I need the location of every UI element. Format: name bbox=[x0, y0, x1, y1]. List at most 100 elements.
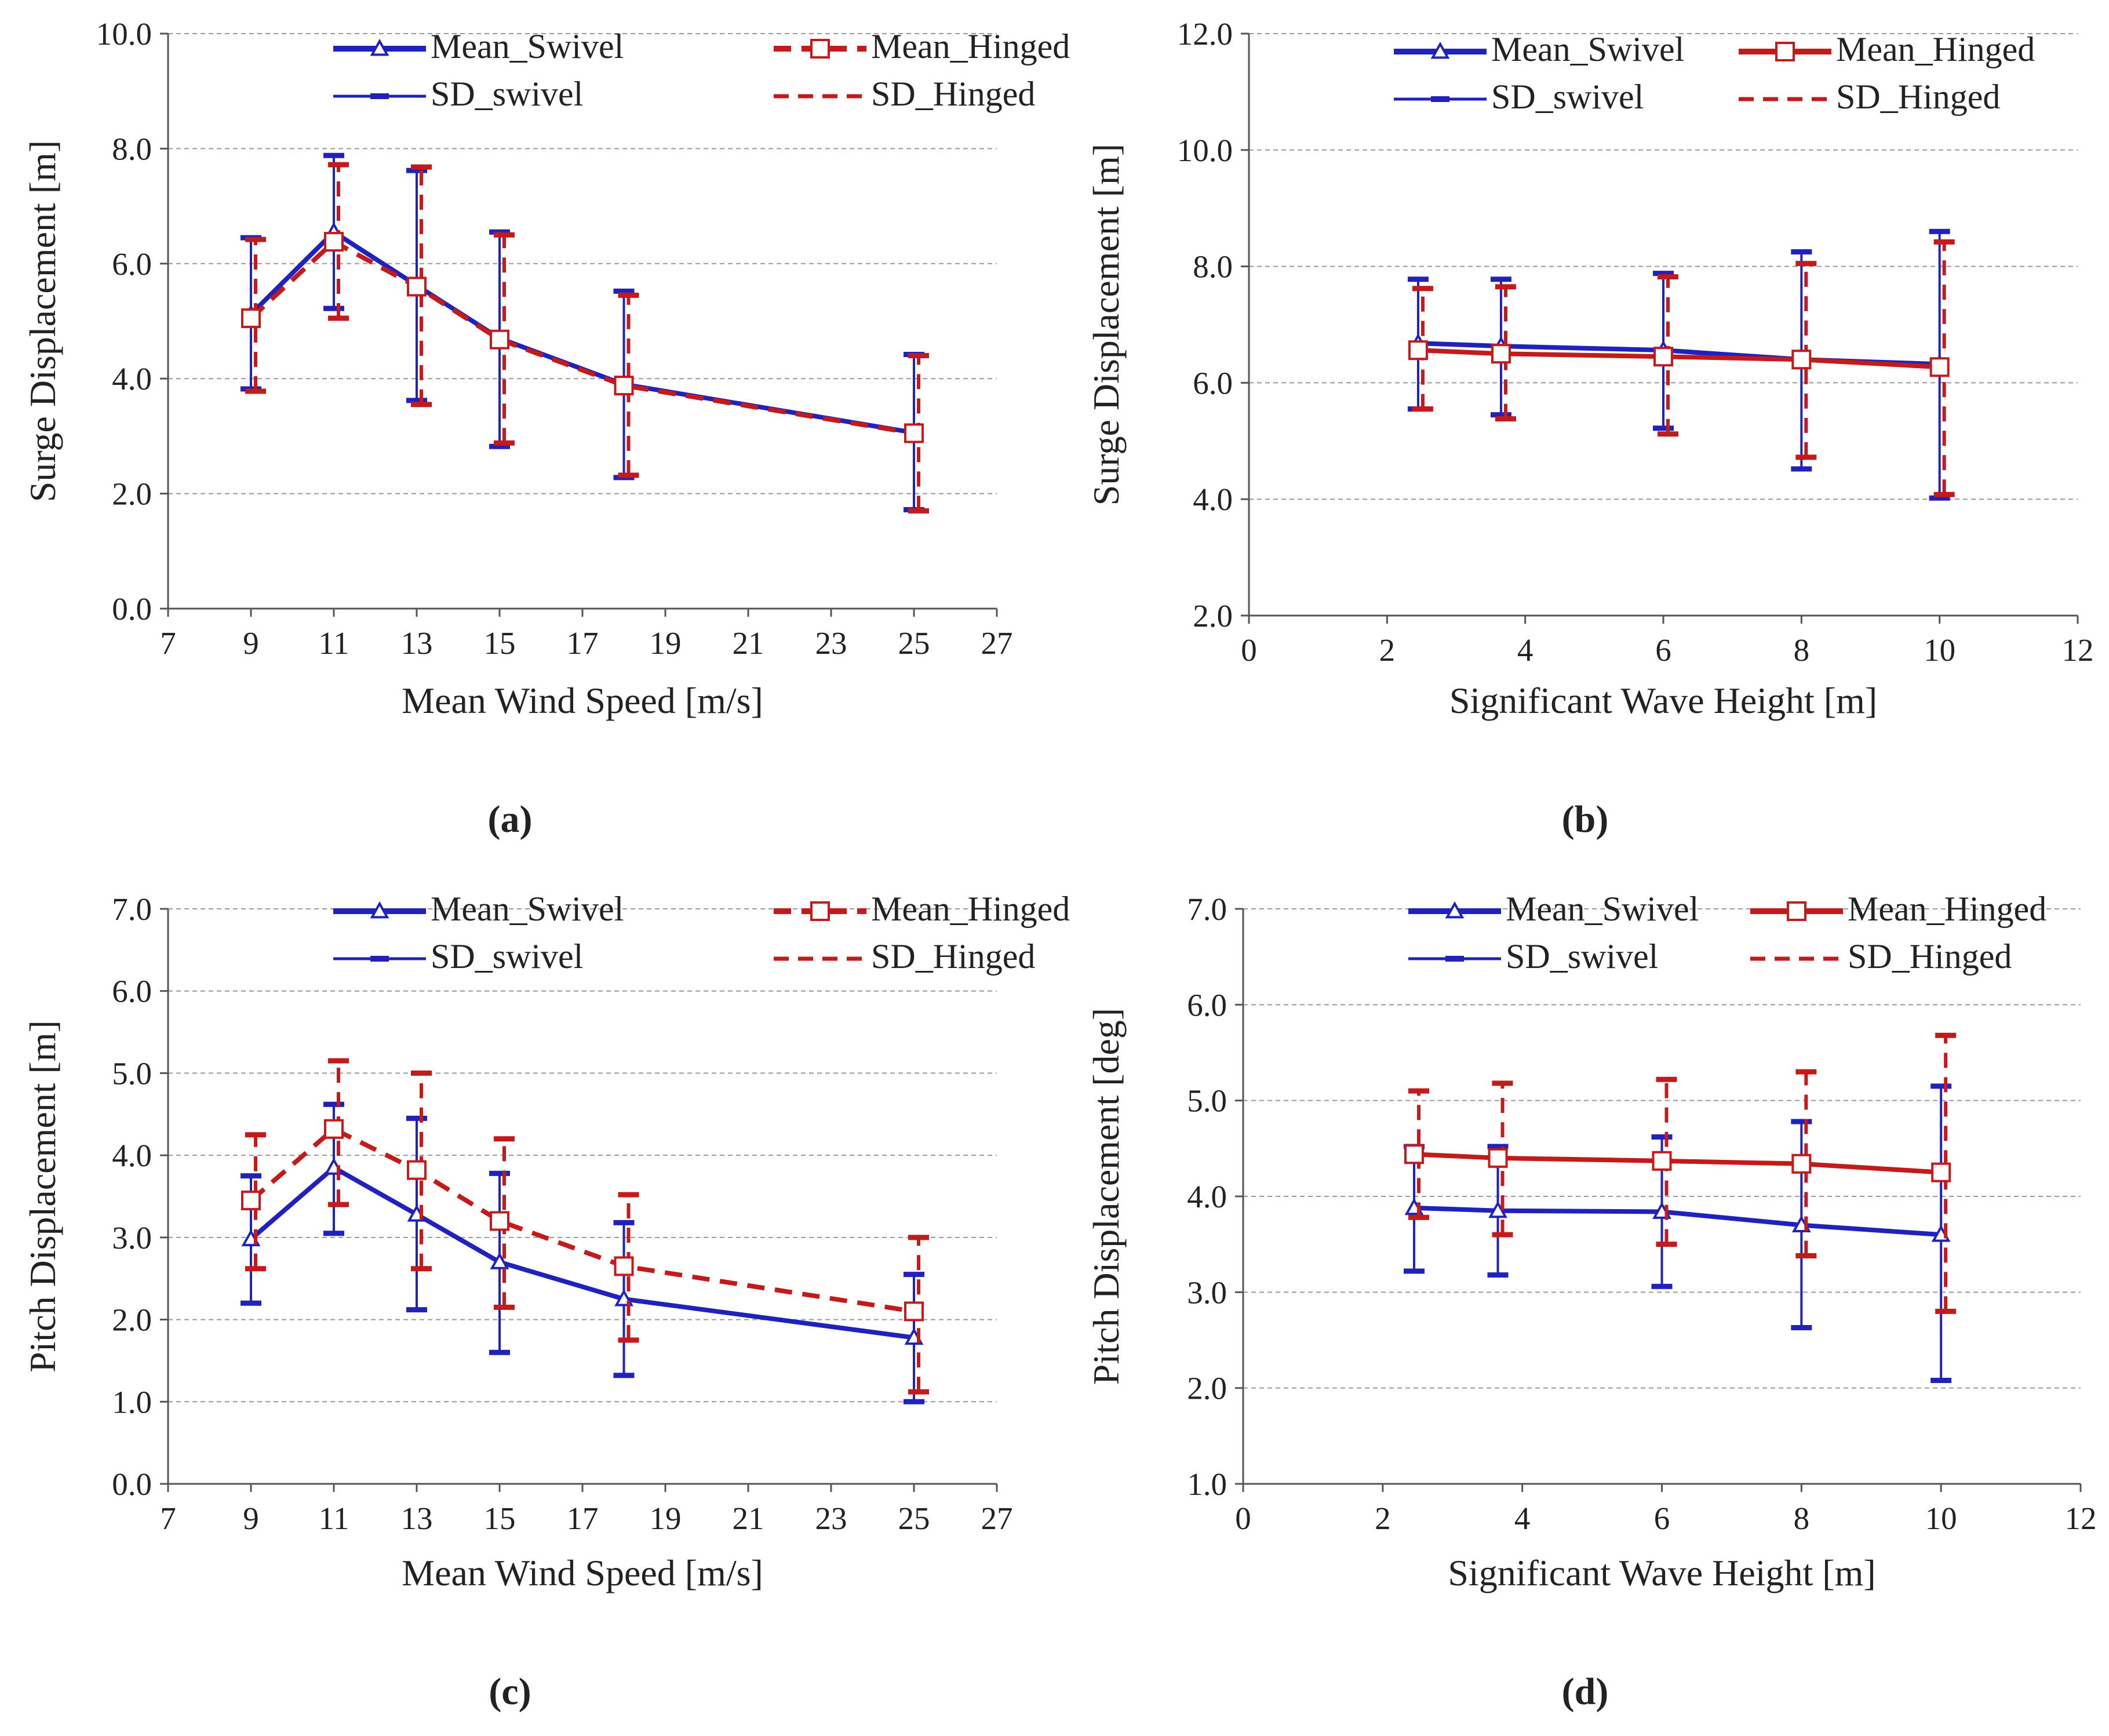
x-axis-title: Significant Wave Height [m] bbox=[1449, 680, 1877, 721]
y-axis-title: Pitch Displacement [m] bbox=[22, 1020, 63, 1373]
x-tick-label: 15 bbox=[484, 625, 516, 661]
x-tick-label: 17 bbox=[567, 625, 599, 661]
data-point bbox=[1408, 340, 1428, 361]
x-tick-label: 2 bbox=[1375, 1501, 1391, 1536]
legend-label: Mean_Hinged bbox=[871, 27, 1070, 65]
y-axis-title: Pitch Displacement [deg] bbox=[1086, 1008, 1127, 1385]
y-tick-label: 8.0 bbox=[1193, 249, 1233, 285]
y-tick-label: 12.0 bbox=[1177, 16, 1233, 52]
data-point bbox=[490, 329, 509, 350]
data-point bbox=[407, 1160, 427, 1180]
legend-label: Mean_Hinged bbox=[871, 890, 1070, 928]
y-tick-label: 5.0 bbox=[112, 1056, 152, 1091]
y-axis-title: Surge Displacement [m] bbox=[22, 140, 63, 502]
legend-marker bbox=[1787, 901, 1806, 921]
panel-caption: (c) bbox=[489, 1671, 531, 1713]
x-tick-label: 19 bbox=[650, 1501, 682, 1536]
series-mean-hinged bbox=[241, 1058, 929, 1395]
data-point bbox=[1929, 357, 1950, 377]
series-mean-swivel bbox=[241, 1101, 924, 1404]
legend-marker bbox=[370, 38, 389, 56]
y-axis-title: Surge Displacement [m] bbox=[1086, 144, 1127, 505]
x-tick-label: 4 bbox=[1517, 632, 1534, 668]
data-point bbox=[1791, 1153, 1812, 1174]
chart-d: 1.0 2.0 3.0 4.0 5.0 6.0 7.0 0 2 4 6 8 10 12 Significan… bbox=[1086, 890, 2097, 1713]
data-point bbox=[1488, 1148, 1508, 1168]
y-tick-label: 1.0 bbox=[1187, 1466, 1227, 1502]
y-tick-label: 3.0 bbox=[112, 1220, 152, 1255]
y-tick-label: 6.0 bbox=[1187, 987, 1227, 1022]
x-tick-label: 19 bbox=[650, 625, 682, 661]
x-tick-label: 10 bbox=[1925, 1501, 1957, 1536]
series-mean-swivel bbox=[241, 152, 924, 512]
legend-marker bbox=[1775, 42, 1795, 61]
x-tick-label: 7 bbox=[160, 1501, 176, 1536]
data-point bbox=[1652, 1151, 1672, 1171]
legend-marker bbox=[810, 901, 830, 921]
mean-line bbox=[249, 229, 915, 435]
x-tick-label: 21 bbox=[733, 1501, 764, 1536]
mean-line bbox=[249, 239, 915, 436]
legend-label: Mean_Swivel bbox=[1491, 30, 1684, 68]
data-point bbox=[490, 1252, 509, 1269]
data-point bbox=[1791, 350, 1812, 370]
y-tick-label: 7.0 bbox=[112, 891, 152, 927]
x-axis-title: Mean Wind Speed [m/s] bbox=[402, 1552, 763, 1593]
series-mean-hinged bbox=[1408, 239, 1955, 497]
data-point bbox=[904, 1301, 924, 1322]
x-tick-label: 27 bbox=[981, 1501, 1013, 1536]
data-point bbox=[241, 308, 261, 329]
legend: Mean_Swivel Mean_Hinged SD_swivel SD_Hinged bbox=[333, 890, 1070, 976]
y-tick-label: 1.0 bbox=[112, 1384, 152, 1420]
x-tick-label: 23 bbox=[815, 625, 847, 661]
panel-caption: (a) bbox=[488, 798, 533, 840]
legend-label: SD_Hinged bbox=[1848, 937, 2012, 976]
y-tick-label: 2.0 bbox=[1187, 1371, 1227, 1406]
x-tick-label: 25 bbox=[898, 1501, 930, 1536]
x-tick-label: 12 bbox=[2062, 632, 2094, 668]
data-point bbox=[1931, 1162, 1951, 1182]
x-tick-label: 23 bbox=[815, 1501, 847, 1536]
x-tick-label: 9 bbox=[243, 1501, 259, 1536]
data-point bbox=[1653, 347, 1673, 367]
x-tick-label: 9 bbox=[243, 625, 259, 661]
x-tick-label: 0 bbox=[1235, 1501, 1251, 1536]
x-tick-label: 6 bbox=[1654, 1501, 1670, 1536]
legend-marker bbox=[370, 901, 389, 919]
x-tick-label: 4 bbox=[1514, 1501, 1531, 1536]
legend: Mean_Swivel Mean_Hinged SD_swivel SD_Hinged bbox=[1408, 890, 2046, 976]
data-point bbox=[241, 1191, 261, 1211]
y-tick-label: 2.0 bbox=[1193, 598, 1233, 634]
legend-label: SD_swivel bbox=[431, 937, 583, 976]
x-tick-label: 10 bbox=[1924, 632, 1955, 668]
legend-label: SD_swivel bbox=[1491, 78, 1644, 116]
y-tick-label: 0.0 bbox=[112, 1466, 152, 1502]
data-point bbox=[490, 1211, 509, 1231]
x-tick-label: 15 bbox=[484, 1501, 516, 1536]
legend-label: Mean_Swivel bbox=[431, 27, 624, 65]
chart-a: 0.0 2.0 4.0 6.0 8.0 10.0 7 9 11 13 15 17 19 21 23 25 27 M… bbox=[22, 16, 1070, 840]
x-tick-label: 0 bbox=[1241, 632, 1257, 668]
y-tick-label: 7.0 bbox=[1187, 891, 1227, 927]
data-point bbox=[1491, 344, 1511, 364]
series-mean-swivel bbox=[1404, 1083, 1952, 1383]
x-tick-label: 8 bbox=[1794, 632, 1810, 668]
legend-label: SD_Hinged bbox=[1836, 78, 2000, 116]
legend-label: SD_Hinged bbox=[871, 937, 1035, 976]
x-tick-label: 25 bbox=[898, 625, 930, 661]
y-tick-label: 2.0 bbox=[112, 476, 152, 512]
legend-label: SD_swivel bbox=[1506, 937, 1658, 976]
legend-label: SD_Hinged bbox=[871, 75, 1035, 113]
x-axis-title: Significant Wave Height [m] bbox=[1448, 1552, 1875, 1593]
x-tick-label: 13 bbox=[401, 625, 433, 661]
chart-c: 0.0 1.0 2.0 3.0 4.0 5.0 6.0 7.0 7 9 11 13 15 17 19 21 23… bbox=[22, 890, 1070, 1713]
series-mean-hinged bbox=[1404, 1032, 1957, 1314]
chart-b: 2.0 4.0 6.0 8.0 10.0 12.0 0 2 4 6 8 10 12 Significant… bbox=[1086, 16, 2094, 840]
legend-label: Mean_Hinged bbox=[1848, 890, 2046, 928]
x-tick-label: 13 bbox=[401, 1501, 433, 1536]
legend-marker bbox=[1430, 41, 1450, 59]
data-point bbox=[324, 232, 344, 252]
legend-marker bbox=[810, 39, 830, 59]
y-tick-label: 8.0 bbox=[112, 131, 152, 166]
y-tick-label: 4.0 bbox=[1187, 1179, 1227, 1214]
